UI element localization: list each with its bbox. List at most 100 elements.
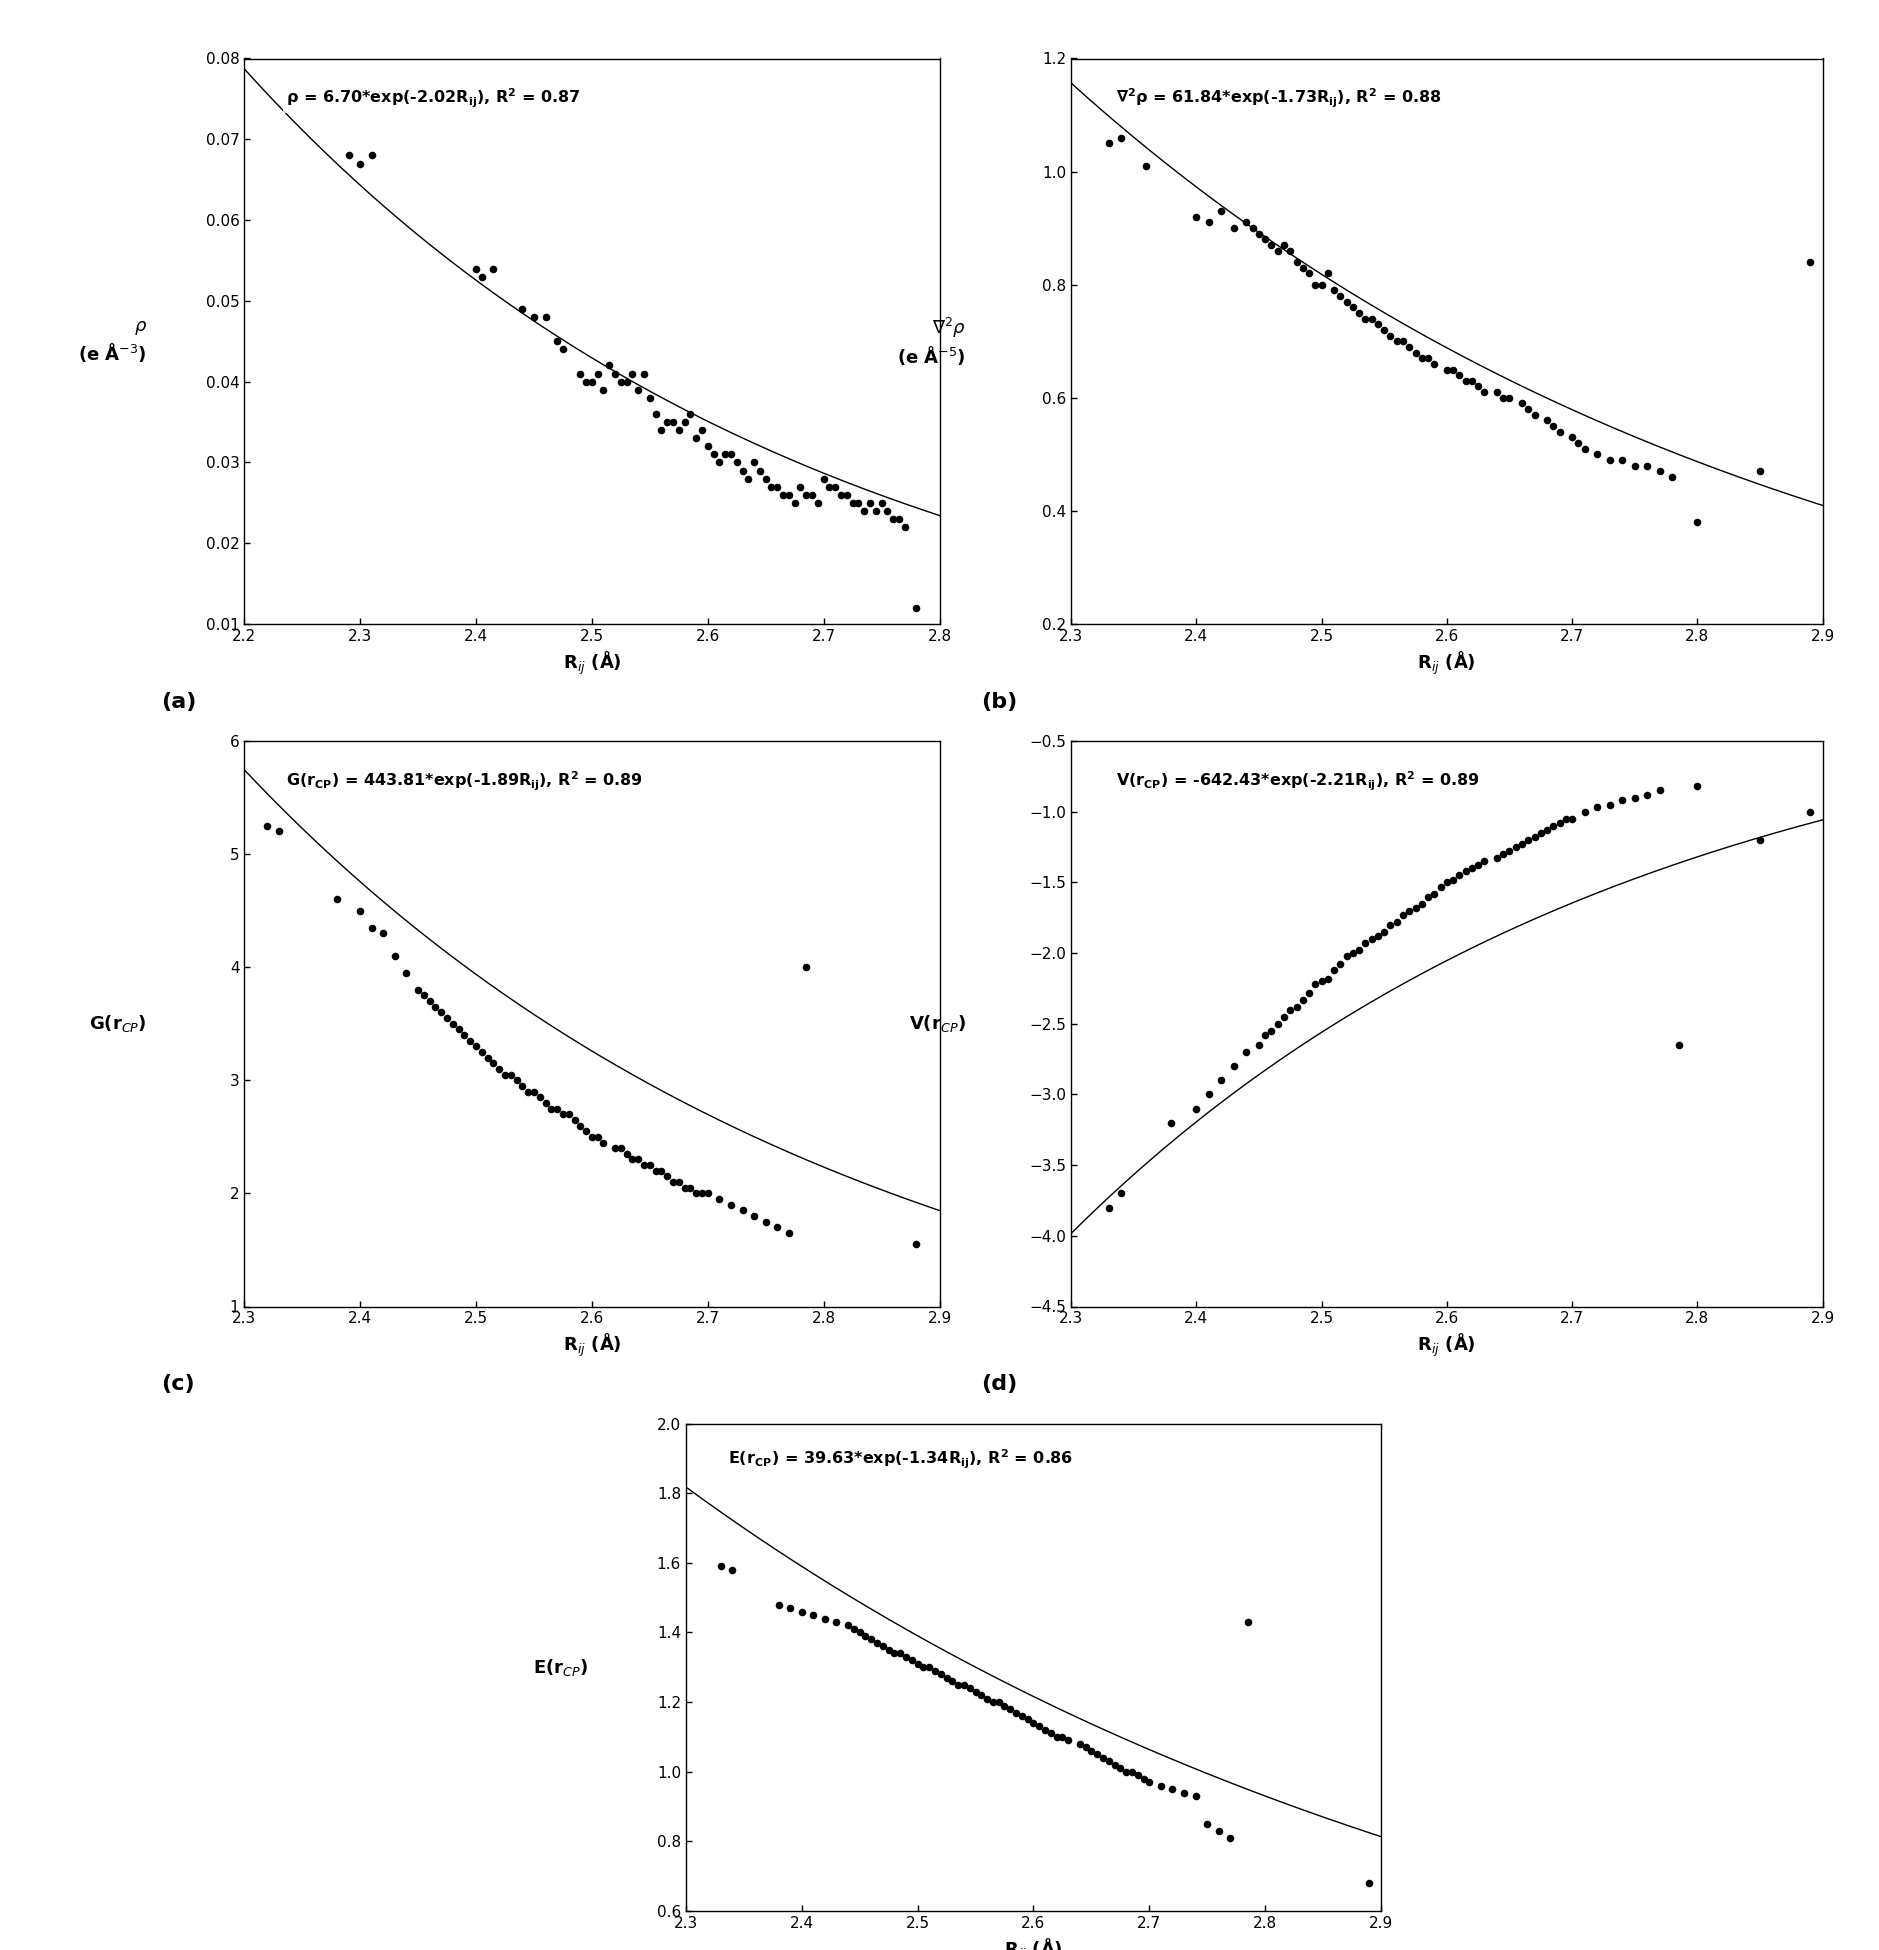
Point (1116, 1757, 1146, 1788)
Point (1204, 1815, 1235, 1847)
Point (1794, 246, 1825, 277)
Point (896, 1644, 926, 1675)
Point (1558, 803, 1588, 835)
Point (1483, 376, 1513, 408)
Point (1313, 963, 1343, 994)
X-axis label: R$_{ij}$ (Å): R$_{ij}$ (Å) (562, 1332, 622, 1359)
Point (862, 1626, 893, 1658)
Point (646, 415, 676, 447)
Point (652, 1160, 682, 1191)
Point (849, 495, 879, 526)
Point (1233, 1607, 1263, 1638)
Text: (c): (c) (162, 1375, 194, 1394)
Text: $\bf{E(r_{CP})}$ = 39.63*exp(-1.34R$_{\bf{ij}}$), R$^{\bf{2}}$ = 0.86: $\bf{E(r_{CP})}$ = 39.63*exp(-1.34R$_{\b… (727, 1447, 1073, 1470)
Point (1343, 934, 1374, 965)
Point (1357, 302, 1387, 333)
Point (716, 439, 746, 470)
Point (675, 1172, 705, 1203)
Point (877, 503, 908, 534)
Point (427, 996, 457, 1028)
Point (1088, 1741, 1118, 1773)
Y-axis label: $\nabla^2\rho$
(e Å$^{-5}$): $\nabla^2\rho$ (e Å$^{-5}$) (896, 316, 966, 367)
Point (1746, 825, 1776, 856)
Point (688, 415, 718, 447)
Point (971, 1683, 1002, 1714)
Point (868, 1630, 898, 1661)
Point (421, 991, 451, 1022)
Point (1306, 965, 1336, 996)
Point (791, 480, 821, 511)
Point (1263, 1008, 1293, 1039)
Point (955, 1673, 985, 1704)
Point (996, 1693, 1026, 1724)
Point (716, 1190, 746, 1221)
Point (718, 1554, 748, 1585)
Point (705, 1184, 735, 1215)
Point (1281, 246, 1312, 277)
Point (571, 1115, 601, 1147)
Point (1633, 450, 1663, 482)
Point (838, 1613, 868, 1644)
Point (1047, 1722, 1077, 1753)
Point (1362, 920, 1392, 952)
Point (1146, 1771, 1176, 1802)
Point (536, 1092, 566, 1123)
Point (1338, 938, 1368, 969)
Point (513, 1076, 543, 1108)
Point (582, 359, 613, 390)
Point (1419, 349, 1449, 380)
Point (846, 1617, 876, 1648)
Point (404, 975, 434, 1006)
Point (705, 447, 735, 478)
Point (780, 488, 810, 519)
Point (785, 472, 815, 503)
Point (802, 488, 832, 519)
Point (1268, 230, 1298, 261)
Point (1295, 977, 1325, 1008)
Point (449, 1020, 479, 1051)
Point (1007, 1700, 1037, 1732)
Point (1375, 320, 1405, 351)
Point (1244, 1030, 1274, 1061)
Point (1071, 1732, 1101, 1763)
Point (624, 374, 654, 406)
Point (1319, 275, 1349, 306)
Point (1099, 1749, 1129, 1780)
Point (611, 367, 641, 398)
Point (1513, 825, 1543, 856)
Point (902, 1648, 932, 1679)
Point (410, 979, 440, 1010)
Y-axis label: $\rho$
(e Å$^{-3}$): $\rho$ (e Å$^{-3}$) (79, 320, 147, 363)
Point (599, 1133, 629, 1164)
Point (1351, 302, 1381, 333)
Point (1595, 445, 1625, 476)
Point (1216, 1821, 1246, 1852)
Point (641, 398, 671, 429)
Point (872, 495, 902, 526)
Point (502, 1065, 532, 1096)
Point (1244, 218, 1274, 250)
Point (763, 1211, 793, 1242)
Point (618, 359, 648, 390)
Point (1306, 269, 1336, 300)
Point (885, 1638, 915, 1669)
Point (490, 1059, 520, 1090)
Point (1494, 382, 1524, 413)
Point (1494, 837, 1524, 868)
Point (883, 503, 913, 534)
Y-axis label: G(r$_{CP}$): G(r$_{CP}$) (88, 1014, 147, 1034)
Point (1507, 388, 1537, 419)
Point (1445, 860, 1475, 891)
Point (624, 1145, 654, 1176)
Point (577, 367, 607, 398)
Point (832, 480, 862, 511)
Point (902, 593, 932, 624)
Point (1501, 831, 1531, 862)
Point (1558, 421, 1588, 452)
Point (1607, 445, 1637, 476)
Point (629, 1149, 660, 1180)
Point (727, 454, 757, 486)
Point (485, 1053, 515, 1084)
Point (507, 292, 537, 324)
Point (750, 462, 780, 493)
